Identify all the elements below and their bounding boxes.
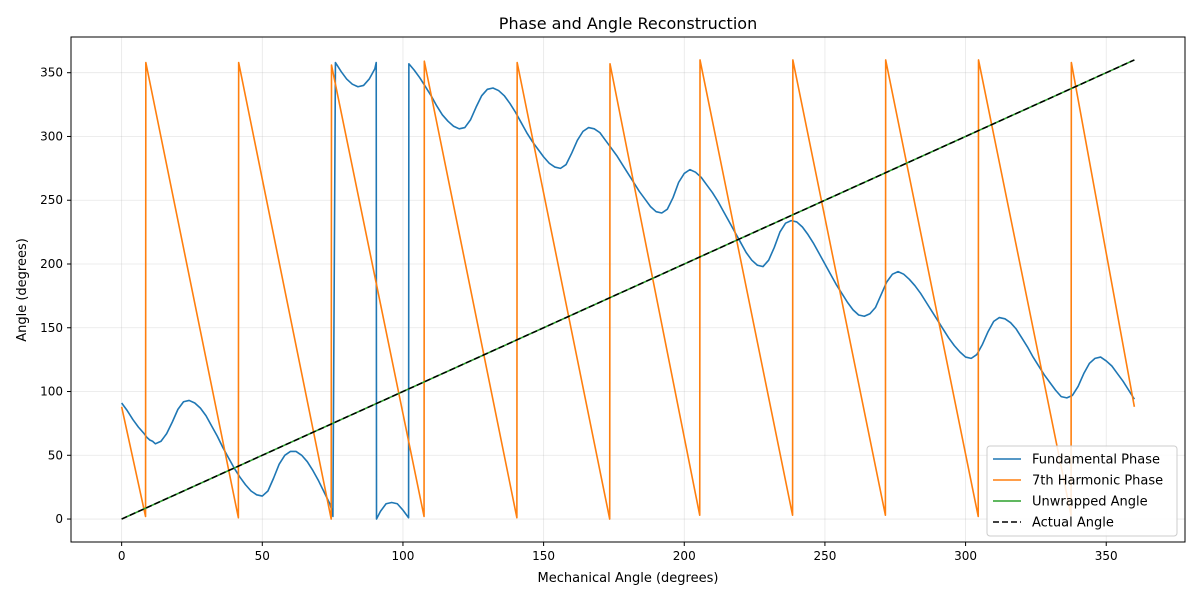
y-tick-label: 50 [48, 448, 63, 462]
x-tick-label: 250 [813, 549, 836, 563]
legend-box [986, 445, 1178, 537]
plot-area-frame [70, 36, 1186, 543]
y-tick-label: 200 [40, 257, 63, 271]
y-tick-label: 250 [40, 193, 63, 207]
chart-title: Phase and Angle Reconstruction [499, 14, 757, 33]
legend-label: 7th Harmonic Phase [1032, 474, 1163, 489]
x-tick-label: 100 [391, 549, 414, 563]
y-tick-label: 100 [40, 385, 63, 399]
legend: Fundamental Phase 7th Harmonic Phase Unwra… [986, 445, 1178, 537]
x-tick-label: 300 [954, 549, 977, 563]
x-tick-label: 50 [255, 549, 270, 563]
x-tick-label: 200 [673, 549, 696, 563]
series-line-fundamental-phase [120, 61, 1136, 520]
series-layer [120, 59, 1136, 520]
x-axis-label: Mechanical Angle (degrees) [538, 571, 719, 586]
legend-label: Actual Angle [1032, 516, 1114, 531]
legend-label: Unwrapped Angle [1032, 495, 1148, 510]
x-tick-label: 0 [118, 549, 126, 563]
y-tick-label: 150 [40, 321, 63, 335]
y-tick-label: 0 [55, 512, 63, 526]
legend-label: Fundamental Phase [1032, 453, 1160, 468]
ticks: 0 50 100 150 200 250 300 350 0 50 100 150 200 250 300 3… [40, 66, 1118, 563]
series-line-actual-angle [121, 59, 1135, 520]
x-tick-label: 350 [1095, 549, 1118, 563]
y-tick-label: 300 [40, 129, 63, 143]
y-tick-label: 350 [40, 66, 63, 80]
series-line-7th-harmonic-phase [120, 59, 1136, 520]
x-tick-label: 150 [532, 549, 555, 563]
y-axis-label: Angle (degrees) [15, 238, 30, 342]
